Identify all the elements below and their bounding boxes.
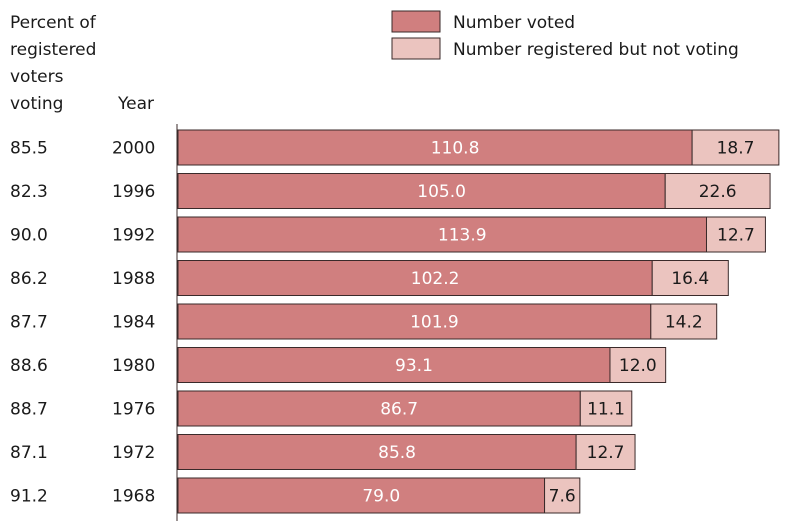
percent-voting-label: 87.7 [10,313,48,333]
year-tick-label: 2000 [112,139,155,159]
data-label-registered-not-voting: 11.1 [587,400,625,420]
percent-voting-label: 91.2 [10,487,48,507]
data-label-registered-not-voting: 16.4 [671,269,709,289]
percent-voting-label: 90.0 [10,226,48,246]
legend-label-number-voted: Number voted [453,13,575,33]
data-label-number-voted: 93.1 [395,356,433,376]
percent-voting-label: 87.1 [10,443,48,463]
year-tick-label: 1976 [112,400,155,420]
percent-header-line-4: voting [10,94,63,114]
year-tick-label: 1980 [112,356,155,376]
bar-registered-not-voting [575,434,636,470]
legend-swatch-number-voted [391,10,441,33]
column-headers: Percent of registered voters voting Year [10,13,154,114]
bar-registered-not-voting [664,173,771,209]
bar-number-voted [177,303,652,340]
data-label-number-voted: 102.2 [411,269,460,289]
percent-voting-label: 88.7 [10,400,48,420]
percent-voting-label: 82.3 [10,182,48,202]
bar-registered-not-voting [650,303,718,340]
percent-header-line-3: voters [10,67,64,87]
data-label-registered-not-voting: 12.0 [619,356,657,376]
bar-registered-not-voting [609,347,667,383]
data-label-number-voted: 110.8 [431,139,480,159]
percent-voting-label: 85.5 [10,139,48,159]
bar-number-voted [177,173,666,209]
legend-swatch-number-registered-not-voting [391,37,441,60]
data-label-number-voted: 86.7 [380,400,418,420]
bar-registered-not-voting [579,390,633,427]
data-label-registered-not-voting: 14.2 [665,313,703,333]
year-header: Year [117,94,154,114]
data-label-registered-not-voting: 22.6 [699,182,737,202]
bar-registered-not-voting [691,129,780,166]
bar-registered-not-voting [544,477,581,514]
year-tick-label: 1972 [112,443,155,463]
bar-number-voted [177,390,581,427]
bar-registered-not-voting [705,216,766,253]
bar-registered-not-voting [651,260,729,296]
year-tick-label: 1988 [112,269,155,289]
data-label-registered-not-voting: 12.7 [717,226,755,246]
data-label-number-voted: 79.0 [362,487,400,507]
percent-voting-label: 86.2 [10,269,48,289]
legend: Number voted Number registered but not v… [391,10,739,60]
data-label-number-voted: 113.9 [438,226,487,246]
chart-rows: 85.5 2000 110.8 18.7 82.3 1996 105.0 22.6 90.0 19… [10,129,780,514]
year-tick-label: 1968 [112,487,155,507]
legend-label-number-registered-not-voting: Number registered but not voting [453,40,739,60]
year-tick-label: 1996 [112,182,155,202]
data-label-registered-not-voting: 12.7 [587,443,625,463]
data-label-registered-not-voting: 18.7 [717,139,755,159]
year-tick-label: 1992 [112,226,155,246]
data-label-number-voted: 101.9 [410,313,459,333]
percent-header-line-2: registered [10,40,96,60]
data-label-number-voted: 105.0 [417,182,466,202]
bar-number-voted [177,347,611,383]
percent-header-line-1: Percent of [10,13,97,33]
data-label-registered-not-voting: 7.6 [549,487,576,507]
bar-number-voted [177,477,546,514]
data-label-number-voted: 85.8 [378,443,416,463]
percent-voting-label: 88.6 [10,356,48,376]
bar-number-voted [177,434,577,470]
year-tick-label: 1984 [112,313,155,333]
